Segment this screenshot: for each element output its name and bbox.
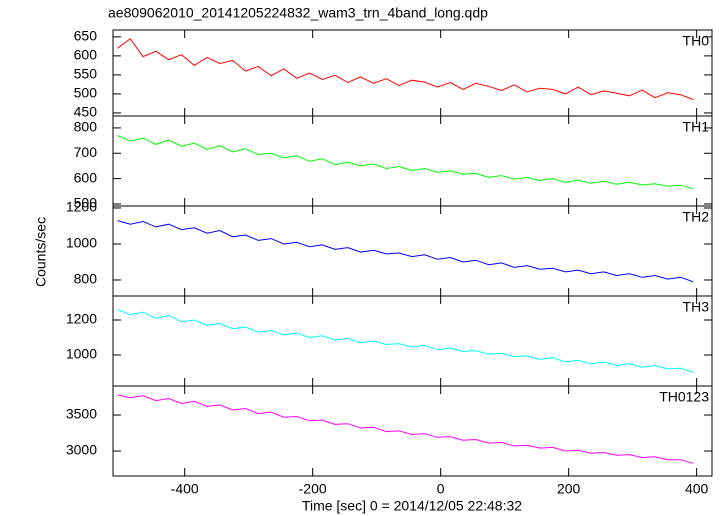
x-tick-label: 400 bbox=[685, 481, 709, 497]
y-tick-label: 650 bbox=[74, 28, 98, 44]
x-tick-label: -400 bbox=[171, 481, 199, 497]
panel-frame bbox=[112, 115, 713, 207]
panel-frame bbox=[112, 29, 713, 117]
y-tick-label: 1200 bbox=[66, 199, 97, 215]
y-tick-label: 800 bbox=[74, 271, 98, 287]
series-label: TH0 bbox=[683, 33, 710, 49]
y-axis-label: Counts/sec bbox=[33, 217, 49, 287]
data-line bbox=[117, 135, 694, 190]
y-tick-label: 3500 bbox=[66, 406, 97, 422]
y-tick-label: 1200 bbox=[66, 311, 97, 327]
x-tick-label: 0 bbox=[437, 481, 445, 497]
x-tick-label: -200 bbox=[299, 481, 327, 497]
y-tick-label: 450 bbox=[74, 104, 98, 120]
panel-frame bbox=[112, 205, 713, 297]
y-tick-label: 500 bbox=[74, 195, 98, 211]
data-line bbox=[117, 394, 694, 464]
series-label: TH1 bbox=[683, 119, 710, 135]
series-label: TH0123 bbox=[659, 389, 709, 405]
chart-title: ae809062010_20141205224832_wam3_trn_4ban… bbox=[108, 5, 488, 21]
y-tick-label: 1000 bbox=[66, 235, 97, 251]
series-label: TH2 bbox=[683, 209, 710, 225]
x-axis-label: Time [sec] 0 = 2014/12/05 22:48:32 bbox=[302, 498, 522, 514]
y-tick-label: 800 bbox=[74, 119, 98, 135]
x-tick-label: 200 bbox=[557, 481, 581, 497]
y-tick-label: 600 bbox=[74, 169, 98, 185]
panel-frame bbox=[112, 295, 713, 387]
data-line bbox=[117, 38, 694, 101]
y-tick-label: 1000 bbox=[66, 346, 97, 362]
y-tick-label: 700 bbox=[74, 144, 98, 160]
y-tick-label: 500 bbox=[74, 85, 98, 101]
y-tick-label: 3000 bbox=[66, 442, 97, 458]
panel-frame bbox=[112, 385, 713, 477]
y-tick-label: 550 bbox=[74, 66, 98, 82]
series-label: TH3 bbox=[683, 299, 710, 315]
y-tick-label: 600 bbox=[74, 47, 98, 63]
data-line bbox=[117, 309, 694, 373]
data-line bbox=[117, 220, 694, 283]
